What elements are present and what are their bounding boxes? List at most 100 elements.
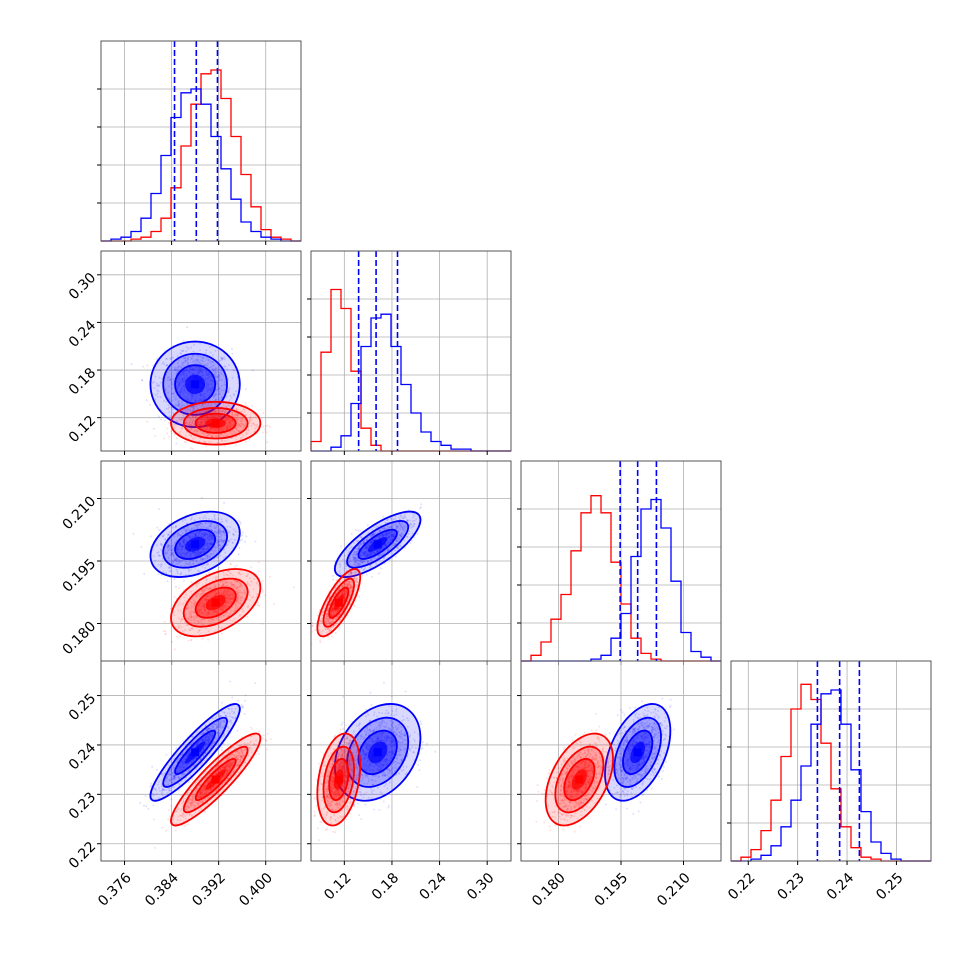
panel-0-0 bbox=[97, 40, 302, 245]
scatter-point bbox=[161, 362, 164, 365]
scatter-point bbox=[229, 425, 231, 428]
scatter-point bbox=[226, 427, 229, 430]
scatter-point bbox=[218, 428, 221, 431]
scatter-point bbox=[197, 423, 200, 426]
scatter-point bbox=[186, 551, 188, 554]
scatter-point bbox=[216, 414, 219, 417]
scatter-point bbox=[237, 423, 240, 426]
scatter-point bbox=[205, 379, 207, 382]
scatter-point bbox=[157, 395, 159, 398]
scatter-point bbox=[192, 350, 195, 353]
scatter-point bbox=[245, 429, 248, 432]
scatter-point bbox=[186, 398, 189, 401]
scatter-point bbox=[228, 423, 231, 426]
scatter-point bbox=[223, 365, 226, 368]
scatter-point bbox=[191, 414, 194, 417]
scatter-point bbox=[207, 362, 209, 365]
scatter-point bbox=[234, 444, 237, 446]
scatter-point bbox=[157, 384, 160, 387]
scatter-point bbox=[212, 380, 215, 383]
scatter-point bbox=[178, 402, 180, 405]
scatter-point bbox=[214, 374, 217, 377]
scatter-point bbox=[180, 391, 183, 394]
scatter-point bbox=[205, 419, 208, 422]
scatter-point bbox=[155, 384, 158, 387]
scatter-point bbox=[185, 402, 188, 405]
scatter-point bbox=[200, 496, 203, 499]
scatter-point bbox=[214, 429, 217, 431]
scatter-point bbox=[223, 356, 226, 359]
scatter-point bbox=[195, 405, 198, 407]
scatter-point bbox=[241, 428, 244, 431]
scatter-point bbox=[215, 429, 217, 432]
scatter-point bbox=[206, 543, 209, 546]
scatter-point bbox=[178, 365, 180, 368]
scatter-point bbox=[203, 403, 206, 406]
scatter-point bbox=[177, 369, 180, 372]
scatter-point bbox=[179, 390, 182, 393]
scatter-point bbox=[204, 409, 207, 412]
scatter-point bbox=[254, 427, 257, 430]
scatter-point bbox=[209, 416, 212, 419]
scatter-point bbox=[200, 359, 203, 362]
scatter-point bbox=[219, 415, 222, 418]
scatter-point bbox=[200, 374, 203, 377]
scatter-point bbox=[212, 416, 215, 419]
scatter-point bbox=[243, 419, 246, 422]
scatter-point bbox=[212, 408, 215, 411]
scatter-point bbox=[199, 522, 202, 525]
scatter-point bbox=[175, 525, 177, 528]
scatter-point bbox=[166, 376, 169, 379]
scatter-point bbox=[200, 421, 203, 424]
scatter-point bbox=[220, 357, 223, 360]
scatter-point bbox=[184, 440, 187, 443]
scatter-point bbox=[164, 630, 167, 633]
scatter-point bbox=[264, 425, 267, 427]
scatter-point bbox=[205, 517, 208, 520]
scatter-point bbox=[182, 539, 185, 542]
scatter-point bbox=[193, 399, 196, 402]
scatter-point bbox=[249, 417, 252, 420]
scatter-point bbox=[203, 405, 206, 408]
scatter-point bbox=[220, 426, 223, 429]
scatter-point bbox=[227, 412, 230, 415]
scatter-point bbox=[154, 398, 157, 401]
scatter-point bbox=[212, 415, 215, 418]
scatter-point bbox=[187, 529, 190, 532]
scatter-point bbox=[215, 414, 218, 417]
scatter-point bbox=[210, 389, 213, 392]
scatter-point bbox=[156, 384, 159, 387]
scatter-point bbox=[368, 561, 371, 564]
scatter-point bbox=[226, 418, 228, 421]
scatter-point bbox=[221, 439, 224, 442]
density-peak-red bbox=[211, 419, 220, 428]
scatter-point bbox=[163, 349, 166, 352]
scatter-point bbox=[178, 375, 181, 378]
scatter-point bbox=[195, 412, 198, 415]
scatter-point bbox=[211, 364, 214, 367]
scatter-point bbox=[194, 399, 197, 402]
scatter-point bbox=[202, 357, 204, 360]
scatter-point bbox=[206, 415, 209, 418]
scatter-point bbox=[181, 427, 184, 430]
scatter-point bbox=[186, 361, 189, 364]
scatter-point bbox=[226, 424, 229, 427]
scatter-point bbox=[151, 381, 154, 384]
scatter-point bbox=[173, 433, 176, 436]
scatter-point bbox=[216, 389, 218, 392]
scatter-point bbox=[208, 376, 210, 379]
scatter-point bbox=[192, 562, 195, 565]
scatter-point bbox=[218, 566, 221, 569]
scatter-point bbox=[350, 533, 353, 535]
scatter-point bbox=[232, 533, 235, 536]
scatter-point bbox=[205, 563, 208, 566]
scatter-point bbox=[200, 393, 203, 396]
scatter-point bbox=[200, 413, 203, 415]
scatter-point bbox=[237, 422, 240, 425]
scatter-point bbox=[242, 408, 245, 410]
scatter-point bbox=[199, 424, 202, 427]
scatter-point bbox=[201, 417, 204, 420]
scatter-point bbox=[186, 375, 188, 378]
scatter-point bbox=[249, 415, 252, 418]
scatter-point bbox=[174, 369, 177, 372]
